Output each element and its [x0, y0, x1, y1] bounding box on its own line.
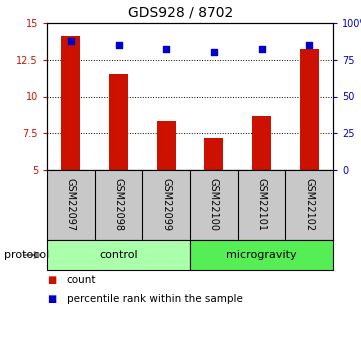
Bar	[300, 49, 319, 170]
Text: percentile rank within the sample: percentile rank within the sample	[67, 294, 243, 304]
Bar	[204, 138, 223, 170]
Text: microgravity: microgravity	[226, 250, 297, 260]
Text: control: control	[99, 250, 138, 260]
Text: GSM22098: GSM22098	[113, 178, 123, 231]
Text: count: count	[67, 275, 96, 285]
Text: GSM22102: GSM22102	[304, 178, 314, 231]
Text: GSM22097: GSM22097	[66, 178, 76, 231]
Point	[163, 47, 169, 52]
Bar	[157, 121, 176, 170]
Text: GSM22099: GSM22099	[161, 178, 171, 231]
Bar	[61, 36, 81, 170]
Bar	[47, 240, 190, 270]
Text: protocol: protocol	[4, 250, 49, 260]
Text: ■: ■	[47, 275, 56, 285]
Point	[116, 42, 121, 48]
Point	[211, 50, 217, 55]
Point	[306, 42, 312, 48]
Point	[258, 47, 264, 52]
Point	[68, 38, 74, 43]
Text: GDS928 / 8702: GDS928 / 8702	[128, 5, 233, 19]
Bar	[109, 75, 128, 170]
Text: ■: ■	[47, 294, 56, 304]
Bar	[252, 116, 271, 170]
Text: GSM22101: GSM22101	[257, 178, 266, 231]
Text: GSM22100: GSM22100	[209, 178, 219, 231]
Bar	[190, 240, 333, 270]
